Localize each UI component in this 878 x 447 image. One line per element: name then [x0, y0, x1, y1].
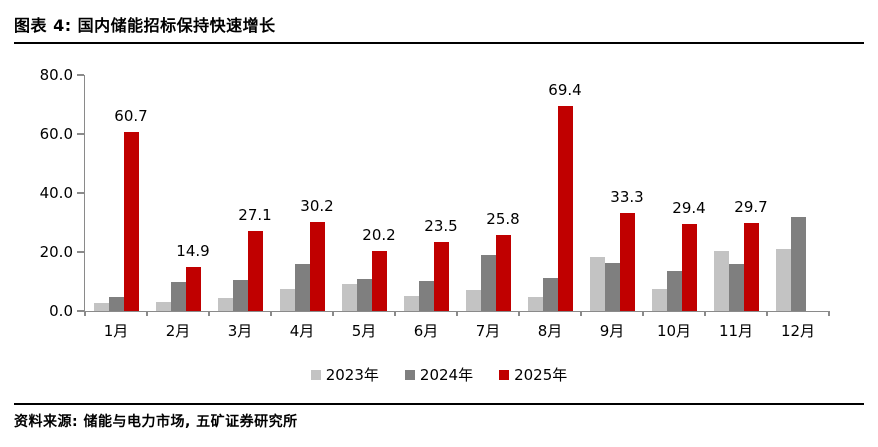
bar-2024年-1月 — [108, 296, 124, 311]
bar-2023年-9月 — [589, 257, 605, 311]
legend-label: 2024年 — [419, 366, 474, 384]
x-axis-tick — [394, 311, 396, 316]
x-axis-tick — [146, 311, 148, 316]
bar-2025年-9月 — [619, 212, 635, 311]
source-note: 资料来源: 储能与电力市场, 五矿证券研究所 — [14, 414, 298, 430]
bar-value-label: 14.9 — [176, 242, 210, 261]
x-axis-tick — [518, 311, 520, 316]
bar-2025年-11月 — [743, 223, 759, 311]
bar-2024年-11月 — [728, 263, 744, 311]
bar-2024年-10月 — [666, 271, 682, 311]
x-axis-label: 4月 — [289, 322, 315, 340]
bar-value-label: 33.3 — [610, 187, 644, 206]
x-axis-label: 7月 — [475, 322, 501, 340]
bar-value-label: 30.2 — [300, 196, 334, 215]
legend-swatch — [310, 369, 321, 380]
bar-2023年-11月 — [713, 250, 729, 311]
bar-value-label: 69.4 — [548, 81, 582, 100]
y-axis-label: 40.0 — [39, 184, 73, 202]
chart-legend: 2023年 2024年 2025年 — [0, 364, 878, 385]
x-axis-label: 12月 — [780, 322, 816, 340]
bar-2025年-5月 — [371, 251, 387, 311]
x-axis-label: 1月 — [103, 322, 129, 340]
bar-2023年-8月 — [527, 296, 543, 311]
bar-2025年-8月 — [557, 106, 573, 311]
bar-2024年-9月 — [604, 263, 620, 311]
title-divider-line — [14, 42, 864, 44]
bar-2024年-12月 — [790, 216, 806, 311]
bar-2025年-2月 — [185, 267, 201, 311]
x-axis-label: 2月 — [165, 322, 191, 340]
y-axis-tick — [77, 251, 84, 253]
bar-value-label: 29.7 — [734, 198, 768, 217]
bar-2023年-4月 — [279, 289, 295, 311]
x-axis-label: 6月 — [413, 322, 439, 340]
legend-item-2023年: 2023年 — [310, 364, 379, 385]
bar-2025年-6月 — [433, 241, 449, 311]
x-axis-tick — [270, 311, 272, 316]
x-axis-tick — [208, 311, 210, 316]
bar-2024年-4月 — [294, 264, 310, 311]
legend-swatch — [404, 369, 415, 380]
x-axis-label: 5月 — [351, 322, 377, 340]
bar-value-label: 25.8 — [486, 209, 520, 228]
bar-2023年-2月 — [155, 301, 171, 311]
y-axis-label: 80.0 — [39, 66, 73, 84]
bar-2024年-7月 — [480, 254, 496, 311]
bar-value-label: 20.2 — [362, 226, 396, 245]
y-axis-label: 20.0 — [39, 243, 73, 261]
bar-2023年-3月 — [217, 298, 233, 311]
bar-2024年-3月 — [232, 280, 248, 311]
legend-item-2024年: 2024年 — [404, 364, 474, 385]
legend-label: 2023年 — [325, 366, 379, 384]
x-axis-label: 11月 — [718, 322, 754, 340]
x-axis-tick — [704, 311, 706, 316]
bar-2024年-6月 — [418, 280, 434, 311]
x-axis-tick — [766, 311, 768, 316]
bar-2023年-7月 — [465, 290, 481, 311]
bar-2023年-5月 — [341, 283, 357, 311]
x-axis-tick — [580, 311, 582, 316]
chart-title: 图表 4: 国内储能招标保持快速增长 — [14, 16, 276, 35]
x-axis-label: 8月 — [537, 322, 563, 340]
x-axis-tick — [84, 311, 86, 316]
y-axis-tick — [77, 133, 84, 135]
legend-swatch — [499, 369, 510, 380]
y-axis-tick — [77, 310, 84, 312]
y-axis-label: 0.0 — [49, 302, 73, 320]
x-axis-label: 10月 — [656, 322, 692, 340]
x-axis-tick — [828, 311, 830, 316]
bar-value-label: 23.5 — [424, 216, 458, 235]
bar-2024年-2月 — [170, 281, 186, 311]
bar-value-label: 27.1 — [238, 206, 272, 225]
bar-2025年-10月 — [681, 224, 697, 311]
bar-2023年-1月 — [93, 303, 109, 311]
bar-2025年-7月 — [495, 234, 511, 311]
x-axis-label: 3月 — [227, 322, 253, 340]
source-divider-line — [14, 403, 864, 405]
bar-2023年-12月 — [775, 249, 791, 311]
plot-area: 0.0 20.0 40.0 60.0 80.0 1月 2月 3月 4月 5月 6月 7月 8月 9月 10月… — [40, 66, 830, 340]
x-axis-tick — [332, 311, 334, 316]
bar-value-label: 60.7 — [114, 106, 148, 125]
bar-2024年-8月 — [542, 277, 558, 311]
y-axis-tick — [77, 192, 84, 194]
bar-value-label: 29.4 — [672, 199, 706, 218]
legend-item-2025年: 2025年 — [499, 364, 567, 385]
bar-2025年-1月 — [123, 131, 139, 311]
bar-2025年-3月 — [247, 231, 263, 311]
y-axis-tick — [77, 74, 84, 76]
x-axis-label: 9月 — [599, 322, 625, 340]
bar-2025年-4月 — [309, 221, 325, 311]
x-axis-tick — [642, 311, 644, 316]
bar-2024年-5月 — [356, 279, 372, 311]
bar-2023年-6月 — [403, 295, 419, 311]
bar-2023年-10月 — [651, 288, 667, 311]
x-axis-tick — [456, 311, 458, 316]
y-axis-label: 60.0 — [39, 125, 73, 143]
legend-label: 2025年 — [514, 366, 568, 384]
